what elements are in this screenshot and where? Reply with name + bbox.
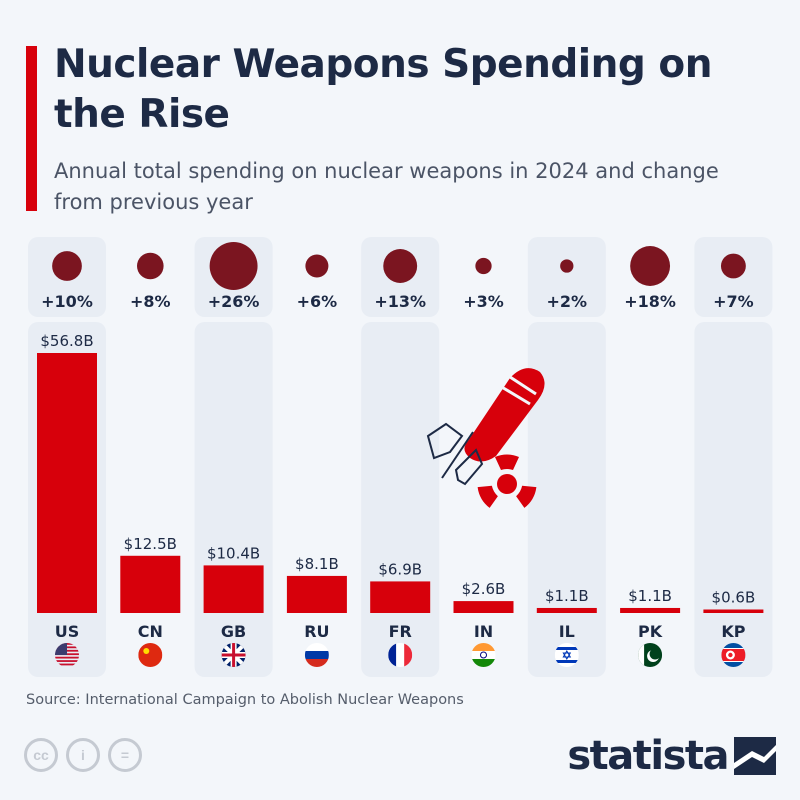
bar-IL[interactable] — [536, 607, 597, 613]
bar-CN[interactable] — [120, 555, 181, 613]
category-label-PK: PK — [638, 622, 663, 641]
bar-IN[interactable] — [453, 601, 514, 613]
bar-FR[interactable] — [370, 581, 431, 613]
column-bg-top — [527, 237, 606, 317]
no-derivatives-icon[interactable]: = — [108, 738, 142, 772]
flag-PK-icon — [638, 643, 663, 667]
title-accent-bar — [26, 46, 37, 211]
bar-GB[interactable] — [203, 565, 264, 613]
change-label-GB: +26% — [208, 292, 260, 311]
value-label-KP: $0.6B — [712, 589, 756, 607]
attribution-icon[interactable]: i — [66, 738, 100, 772]
column-bg — [694, 322, 773, 677]
page-title: Nuclear Weapons Spending on the Rise — [54, 42, 712, 137]
change-bubble-PK — [630, 246, 671, 286]
change-label-IL: +2% — [547, 292, 588, 311]
change-label-CN: +8% — [130, 292, 171, 311]
change-bubble-GB — [209, 242, 258, 290]
change-bubble-IN — [475, 257, 492, 275]
change-bubble-CN — [137, 252, 164, 280]
column-bg — [527, 322, 606, 677]
bar-chart: +10% $56.8B US +8% $12.5B CN +26% $10.4B GB +6% $8… — [28, 237, 773, 677]
radiation-icon — [477, 454, 537, 508]
bar-KP[interactable] — [703, 609, 764, 614]
change-bubble-FR — [383, 249, 418, 283]
value-label-US: $56.8B — [40, 332, 93, 350]
change-label-FR: +13% — [374, 292, 426, 311]
flag-CN-icon — [138, 643, 163, 667]
category-label-RU: RU — [304, 622, 329, 641]
value-label-IL: $1.1B — [545, 587, 589, 605]
category-label-IL: IL — [559, 622, 575, 641]
change-bubble-RU — [305, 254, 329, 278]
value-label-GB: $10.4B — [207, 544, 260, 562]
change-label-PK: +18% — [624, 292, 676, 311]
category-label-FR: FR — [389, 622, 412, 641]
category-label-IN: IN — [474, 622, 493, 641]
change-bubble-US — [52, 251, 82, 281]
statista-logo[interactable]: statista — [567, 733, 776, 779]
change-label-IN: +3% — [463, 292, 504, 311]
statista-logo-icon — [734, 737, 776, 775]
flag-RU-icon — [304, 643, 329, 667]
value-label-CN: $12.5B — [124, 535, 177, 553]
change-bubble-IL — [560, 259, 574, 273]
value-label-RU: $8.1B — [295, 555, 339, 573]
value-label-IN: $2.6B — [462, 580, 506, 598]
value-label-PK: $1.1B — [628, 587, 672, 605]
flag-GB-icon — [221, 643, 246, 667]
flag-FR-icon — [388, 643, 413, 667]
bar-RU[interactable] — [286, 575, 347, 613]
value-label-FR: $6.9B — [378, 560, 422, 578]
bar-US[interactable] — [37, 353, 97, 613]
flag-KP-icon — [721, 643, 746, 667]
bar-PK[interactable] — [620, 607, 681, 613]
flag-IN-icon — [471, 643, 496, 667]
page-subtitle: Annual total spending on nuclear weapons… — [54, 159, 719, 214]
change-label-KP: +7% — [713, 292, 754, 311]
category-label-KP: KP — [721, 622, 745, 641]
change-label-US: +10% — [41, 292, 93, 311]
category-label-GB: GB — [221, 622, 246, 641]
change-label-RU: +6% — [297, 292, 338, 311]
flag-IL-icon — [554, 643, 579, 667]
nuclear-missile-icon — [426, 368, 545, 508]
logo-text: statista — [567, 733, 729, 779]
category-label-CN: CN — [138, 622, 163, 641]
license-icons: cc i = — [24, 738, 142, 772]
cc-icon[interactable]: cc — [24, 738, 58, 772]
source-note: Source: International Campaign to Abolis… — [26, 692, 464, 708]
category-label-US: US — [55, 622, 80, 641]
change-bubble-KP — [720, 253, 746, 279]
